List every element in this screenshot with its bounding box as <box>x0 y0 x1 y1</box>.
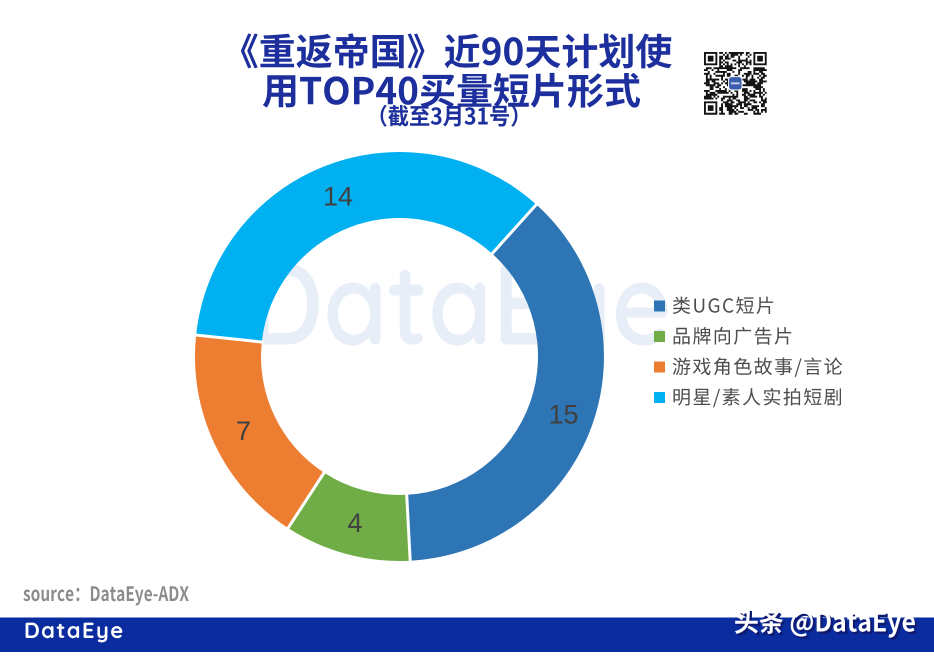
svg-text:15: 15 <box>548 400 578 430</box>
svg-text:4: 4 <box>347 508 362 538</box>
svg-text:7: 7 <box>236 416 251 446</box>
svg-text:14: 14 <box>323 182 353 212</box>
